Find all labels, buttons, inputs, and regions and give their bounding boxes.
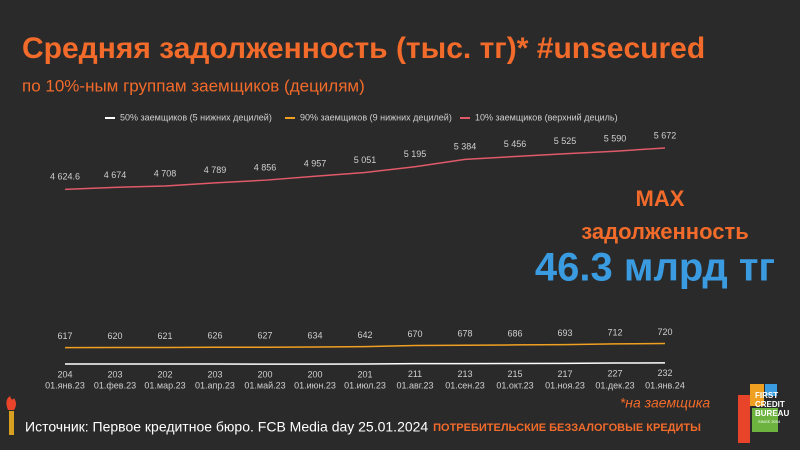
x-tick-label: 01.май.23 xyxy=(244,380,285,390)
data-label: 678 xyxy=(457,329,472,339)
data-label: 211 xyxy=(408,369,422,379)
legend-label: 90% заемщиков (9 нижних децилей) xyxy=(300,112,452,122)
logo-text: BUREAU xyxy=(755,409,789,418)
data-label: 620 xyxy=(107,331,122,341)
data-label: 5 384 xyxy=(454,142,477,152)
x-tick-label: 01.июл.23 xyxy=(344,380,386,390)
data-label: 634 xyxy=(307,330,322,340)
data-label: 201 xyxy=(357,369,372,379)
data-label: 232 xyxy=(657,368,672,378)
data-label: 203 xyxy=(207,369,222,379)
title: Средняя задолженность (тыс. тг)* #unsecu… xyxy=(22,32,705,65)
data-label: 720 xyxy=(657,327,672,337)
data-label: 5 195 xyxy=(404,149,427,159)
x-tick-label: 01.фев.23 xyxy=(94,380,136,390)
x-tick-label: 01.апр.23 xyxy=(195,380,235,390)
data-label: 617 xyxy=(57,331,72,341)
data-label: 5 525 xyxy=(554,136,577,146)
data-label: 5 051 xyxy=(354,155,377,165)
data-label: 215 xyxy=(507,369,522,379)
logo: FIRST CREDIT BUREAU SINCE 2004 xyxy=(738,384,789,443)
annotation: задолженность xyxy=(581,219,749,244)
series-line xyxy=(64,147,666,191)
annotation: *на заемщика xyxy=(620,395,711,411)
data-label: 5 456 xyxy=(504,139,527,149)
data-label: 4 708 xyxy=(154,168,177,178)
logo-text: CREDIT xyxy=(755,400,785,409)
data-label: 642 xyxy=(357,330,372,340)
logo-text: SINCE 2004 xyxy=(758,419,781,424)
data-label: 693 xyxy=(557,328,572,338)
data-label: 5 590 xyxy=(604,134,627,144)
legend-label: 50% заемщиков (5 нижних децилей) xyxy=(120,112,272,122)
data-label: 5 672 xyxy=(654,130,677,140)
logo-text: FIRST xyxy=(755,391,778,400)
data-label: 626 xyxy=(207,331,222,341)
x-tick-label: 01.мар.23 xyxy=(144,380,185,390)
data-label: 200 xyxy=(257,369,272,379)
x-tick-label: 01.янв.24 xyxy=(645,380,685,390)
x-tick-label: 01.ноя.23 xyxy=(545,380,585,390)
x-tick-label: 01.авг.23 xyxy=(397,380,434,390)
subtitle: по 10%-ным группам заемщиков (децилям) xyxy=(22,76,365,95)
torch-icon xyxy=(6,396,17,435)
data-label: 200 xyxy=(307,369,322,379)
x-tick-label: 01.июн.23 xyxy=(294,380,336,390)
annotation: 46.3 млрд тг xyxy=(535,246,775,290)
data-label: 621 xyxy=(157,331,172,341)
data-label: 4 789 xyxy=(204,165,227,175)
data-label: 213 xyxy=(457,369,472,379)
data-label: 4 624.6 xyxy=(50,172,80,182)
data-label: 204 xyxy=(57,369,72,379)
data-label: 217 xyxy=(557,369,572,379)
series-line xyxy=(64,362,666,365)
data-label: 4 674 xyxy=(104,170,127,180)
data-label: 202 xyxy=(157,369,172,379)
annotation: MAX xyxy=(636,186,685,211)
x-tick-label: 01.сен.23 xyxy=(445,380,485,390)
data-label: 686 xyxy=(507,328,522,338)
series-line xyxy=(64,342,666,349)
x-tick-label: 01.янв.23 xyxy=(45,380,85,390)
x-tick-label: 01.окт.23 xyxy=(496,380,533,390)
x-tick-label: 01.дек.23 xyxy=(595,380,634,390)
data-label: 203 xyxy=(107,369,122,379)
data-label: 627 xyxy=(257,331,272,341)
source: Источник: Первое кредитное бюро. FCB Med… xyxy=(25,419,428,435)
data-label: 4 856 xyxy=(254,163,277,173)
data-label: 4 957 xyxy=(304,159,327,169)
data-label: 227 xyxy=(607,368,622,378)
data-label: 712 xyxy=(607,327,622,337)
footer: ПОТРЕБИТЕЛЬСКИЕ БЕЗЗАЛОГОВЫЕ КРЕДИТЫ xyxy=(433,422,701,434)
legend-label: 10% заемщиков (верхний дециль) xyxy=(475,112,618,122)
data-label: 670 xyxy=(407,329,422,339)
